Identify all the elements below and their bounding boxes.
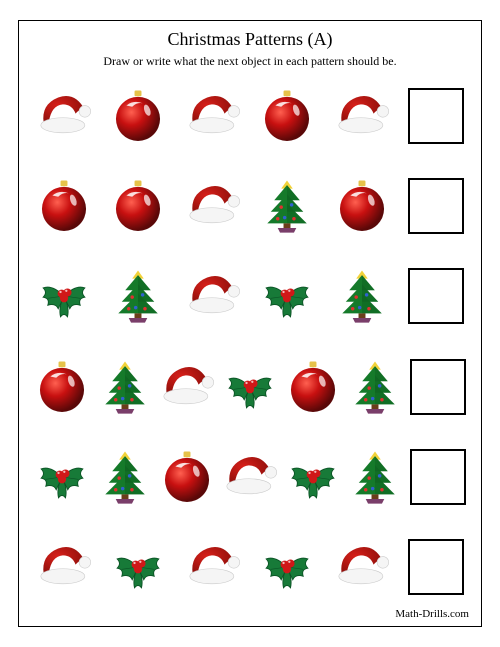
worksheet-page: Christmas Patterns (A) Draw or write wha…: [18, 20, 482, 627]
tree-icon: [94, 354, 157, 420]
answer-box-frame: [408, 268, 464, 324]
pattern-row: [31, 530, 469, 604]
answer-box[interactable]: [406, 354, 469, 420]
hat-icon: [180, 534, 246, 600]
hat-icon: [31, 83, 97, 149]
answer-box-frame: [410, 359, 466, 415]
ball-icon: [31, 173, 97, 239]
hat-icon: [329, 534, 395, 600]
tree-icon: [94, 444, 157, 510]
answer-box[interactable]: [403, 83, 469, 149]
ball-icon: [281, 354, 344, 420]
ball-icon: [105, 173, 171, 239]
answer-box-frame: [410, 449, 466, 505]
holly-icon: [31, 444, 94, 510]
answer-box[interactable]: [403, 263, 469, 329]
pattern-row: [31, 259, 469, 333]
holly-icon: [281, 444, 344, 510]
pattern-row: [31, 350, 469, 424]
hat-icon: [156, 354, 219, 420]
answer-box[interactable]: [406, 444, 469, 510]
answer-box-frame: [408, 539, 464, 595]
holly-icon: [254, 534, 320, 600]
pattern-rows-container: [31, 79, 469, 604]
hat-icon: [180, 173, 246, 239]
tree-icon: [344, 444, 407, 510]
hat-icon: [180, 83, 246, 149]
ball-icon: [254, 83, 320, 149]
hat-icon: [219, 444, 282, 510]
page-title: Christmas Patterns (A): [31, 29, 469, 50]
pattern-row: [31, 440, 469, 514]
ball-icon: [105, 83, 171, 149]
tree-icon: [329, 263, 395, 329]
footer-attribution: Math-Drills.com: [31, 608, 469, 620]
answer-box-frame: [408, 88, 464, 144]
hat-icon: [180, 263, 246, 329]
answer-box-frame: [408, 178, 464, 234]
hat-icon: [329, 83, 395, 149]
answer-box[interactable]: [403, 534, 469, 600]
tree-icon: [105, 263, 171, 329]
answer-box[interactable]: [403, 173, 469, 239]
holly-icon: [105, 534, 171, 600]
ball-icon: [31, 354, 94, 420]
holly-icon: [254, 263, 320, 329]
tree-icon: [254, 173, 320, 239]
holly-icon: [219, 354, 282, 420]
instruction-text: Draw or write what the next object in ea…: [31, 54, 469, 69]
ball-icon: [329, 173, 395, 239]
tree-icon: [344, 354, 407, 420]
pattern-row: [31, 169, 469, 243]
pattern-row: [31, 79, 469, 153]
holly-icon: [31, 263, 97, 329]
hat-icon: [31, 534, 97, 600]
ball-icon: [156, 444, 219, 510]
